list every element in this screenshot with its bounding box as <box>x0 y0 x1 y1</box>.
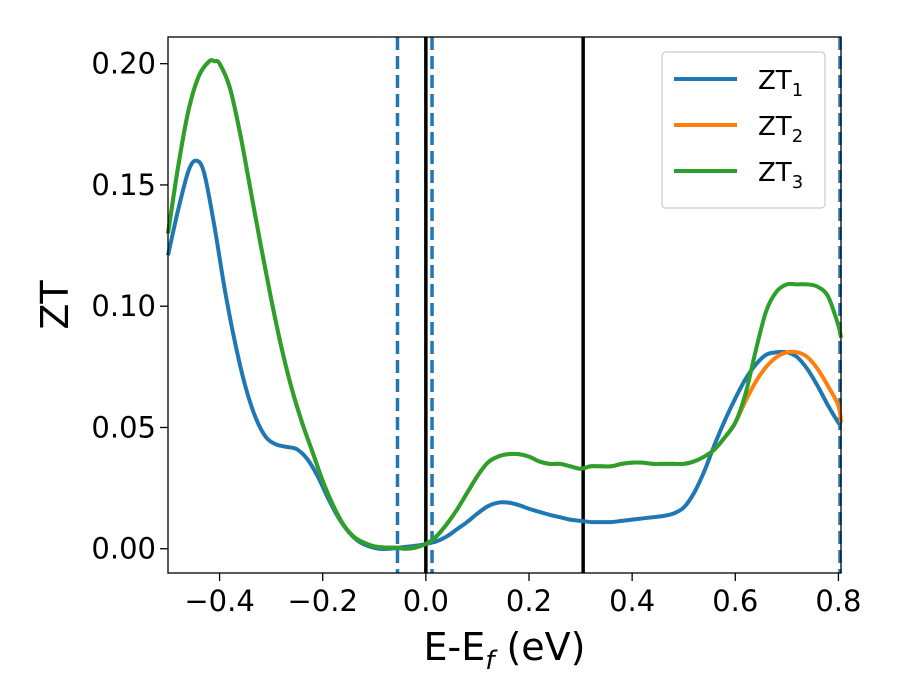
y-tick-label: 0.05 <box>91 410 156 444</box>
legend-label-zt3: ZT3 <box>758 158 803 193</box>
y-tick-label: 0.00 <box>91 532 156 566</box>
vertical-reference-lines <box>395 37 842 573</box>
y-tick-label: 0.20 <box>91 47 156 81</box>
x-tick-label: 0.4 <box>609 584 655 618</box>
legend: ZT1 ZT2 ZT3 <box>661 51 826 209</box>
y-tick-label: 0.15 <box>91 168 156 202</box>
x-tick-label: 0.6 <box>712 584 758 618</box>
y-axis-ticks: 0.00 0.05 0.10 0.15 0.20 <box>91 47 168 566</box>
plot-frame <box>167 36 842 574</box>
x-axis-title: E-Ef (eV) <box>424 625 586 676</box>
x-tick-label: 0.8 <box>815 584 861 618</box>
x-axis-title-unit: (eV) <box>494 625 585 669</box>
x-tick-label: 0.2 <box>506 584 552 618</box>
y-axis-title: ZT <box>33 280 77 330</box>
series-line-zt1 <box>166 158 843 551</box>
y-tick-label: 0.10 <box>91 289 156 323</box>
legend-label-zt2: ZT2 <box>758 112 803 147</box>
x-axis-ticks: −0.4 −0.2 0.0 0.2 0.4 0.6 0.8 <box>184 573 861 618</box>
series-lines <box>166 58 843 551</box>
x-axis-title-main: E-E <box>424 625 486 669</box>
x-tick-label: −0.2 <box>288 584 358 618</box>
series-line-zt3 <box>166 58 843 551</box>
legend-label-zt1: ZT1 <box>758 66 803 101</box>
x-tick-label: 0.0 <box>403 584 449 618</box>
x-tick-label: −0.4 <box>184 584 254 618</box>
